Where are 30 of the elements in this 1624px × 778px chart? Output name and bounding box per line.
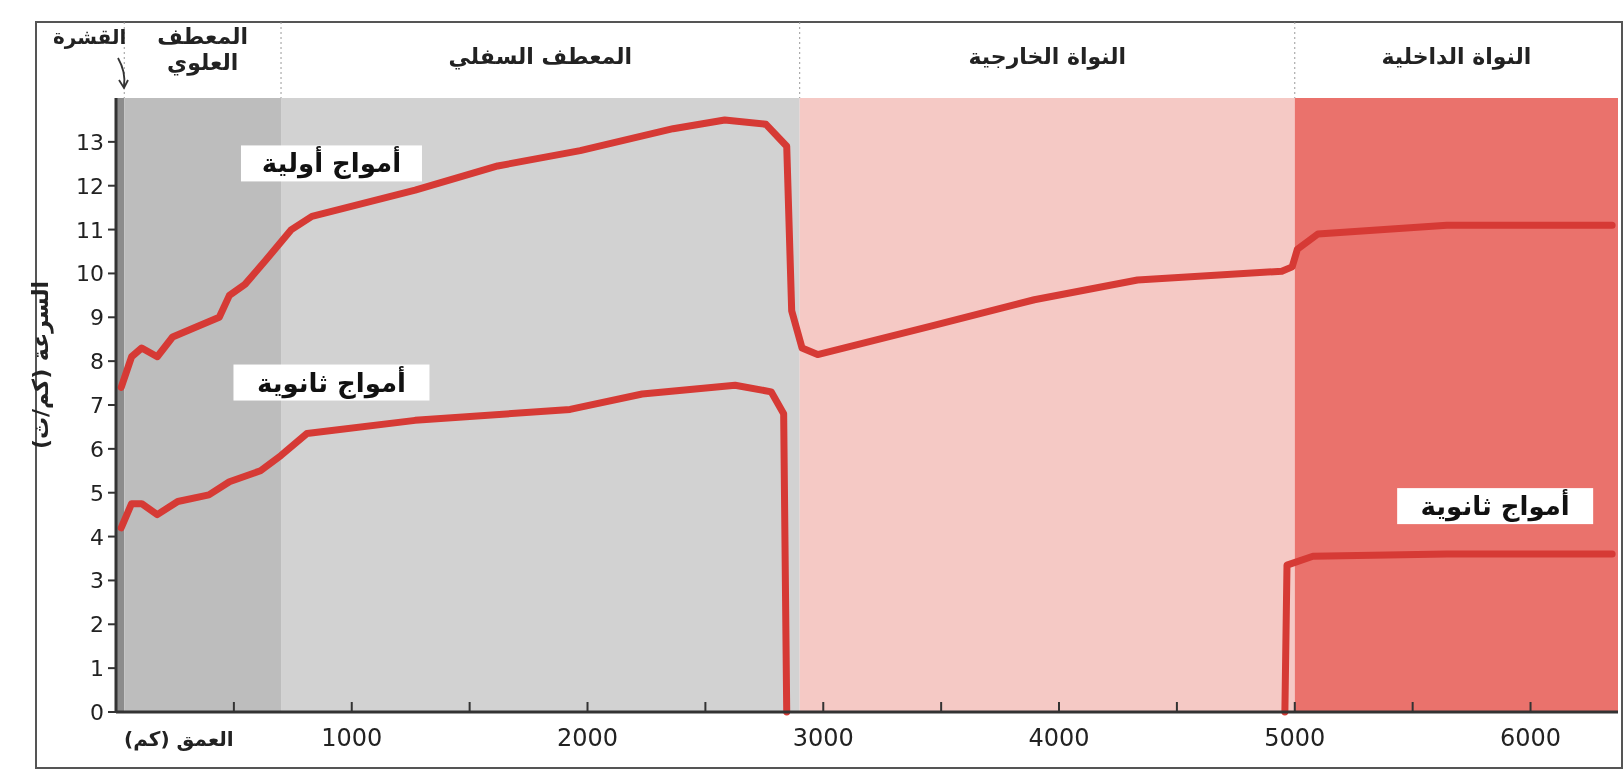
y-tick-label: 4 [90, 524, 104, 550]
series-label: أمواج ثانوية [256, 365, 407, 399]
band-label: النواة الخارجية [968, 44, 1126, 70]
y-tick-label: 10 [76, 261, 104, 287]
y-tick-label: 11 [76, 217, 104, 243]
x-axis-title: العمق (كم) [124, 727, 234, 751]
y-axis-title: السرعة (كم/ث) [28, 280, 54, 450]
band-label: المعطف السفلي [448, 44, 633, 70]
y-tick-label: 6 [90, 436, 104, 462]
band-label: النواة الداخلية [1381, 44, 1532, 70]
y-tick-label: 1 [90, 656, 104, 682]
series-label: أمواج أولية [261, 146, 402, 180]
y-tick-label: 13 [76, 129, 104, 155]
y-tick-label: 2 [90, 612, 104, 638]
y-tick-label: 8 [90, 349, 104, 375]
x-tick-label: 3000 [792, 724, 854, 752]
x-tick-label: 1000 [321, 724, 383, 752]
y-tick-label: 7 [90, 393, 104, 418]
band-label: القشرة [52, 25, 127, 49]
x-tick-label: 4000 [1028, 724, 1090, 752]
y-tick-label: 0 [90, 700, 104, 725]
y-tick-label: 9 [90, 305, 104, 331]
y-tick-label: 3 [90, 568, 104, 594]
x-tick-label: 2000 [556, 724, 619, 752]
series-label: أمواج ثانوية [1420, 489, 1570, 523]
y-tick-label: 5 [90, 480, 104, 506]
x-tick-label: 5000 [1264, 724, 1326, 752]
y-tick-label: 12 [76, 173, 104, 199]
x-tick-label: 6000 [1500, 724, 1562, 752]
band-label: المعطف العلوي [157, 24, 248, 76]
